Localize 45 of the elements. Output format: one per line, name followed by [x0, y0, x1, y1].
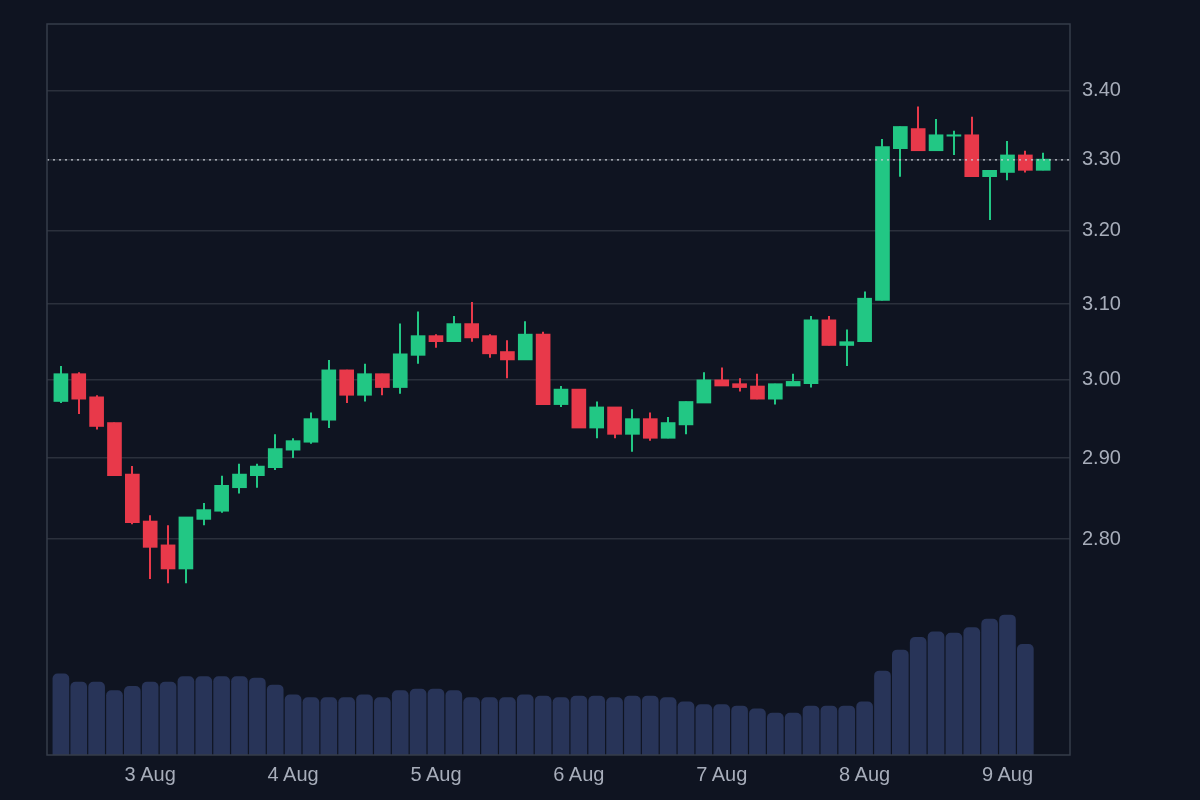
candlestick [375, 372, 390, 397]
candlestick [1000, 140, 1015, 182]
candlestick [982, 169, 997, 222]
candlestick [553, 385, 569, 408]
x-tick-label: 5 Aug [410, 762, 462, 785]
x-tick-label: 4 Aug [267, 762, 319, 785]
candlestick [500, 339, 515, 380]
candlestick [410, 310, 426, 365]
candlestick [928, 117, 944, 152]
y-tick-label: 2.80 [1082, 526, 1121, 549]
bar [677, 701, 695, 755]
candlestick [750, 372, 765, 401]
y-tick-label: 3.00 [1082, 367, 1121, 390]
candlestick [357, 362, 372, 403]
candlestick [696, 371, 712, 405]
x-tick-label: 9 Aug [981, 762, 1034, 785]
candlestick [196, 502, 212, 527]
y-tick-label: 3.20 [1082, 218, 1121, 241]
candlestick [285, 437, 301, 460]
candlestick [946, 129, 962, 156]
y-tick-label: 3.40 [1082, 78, 1121, 101]
y-tick-label: 2.90 [1082, 445, 1121, 468]
candlestick [250, 462, 265, 489]
x-tick-label: 3 Aug [124, 762, 176, 785]
candlestick [910, 105, 926, 152]
candlestick [446, 315, 462, 343]
candlestick [482, 333, 497, 359]
candlestick [232, 462, 247, 495]
x-tick-label: 7 Aug [696, 762, 748, 785]
candlestick [1018, 149, 1033, 174]
candlestick [589, 400, 605, 440]
candlestick [839, 328, 855, 368]
candlestick [464, 300, 480, 343]
candlestick [267, 433, 283, 472]
candlestick [893, 125, 908, 178]
bar [552, 697, 570, 755]
bar [802, 705, 820, 755]
candlestick [642, 411, 658, 442]
candlestick [767, 382, 783, 406]
candlestick [625, 408, 640, 453]
candlestick [660, 416, 676, 440]
y-tick-label: 3.30 [1082, 147, 1121, 170]
x-tick-label: 6 Aug [553, 762, 605, 785]
y-tick-label: 3.10 [1082, 291, 1121, 314]
x-tick-label: 8 Aug [839, 762, 891, 785]
